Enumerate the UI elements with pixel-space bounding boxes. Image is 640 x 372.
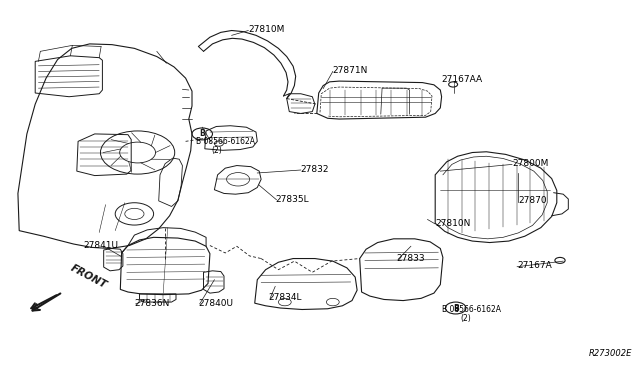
Text: B 08566-6162A: B 08566-6162A <box>196 137 255 146</box>
Text: R273002E: R273002E <box>589 349 632 358</box>
Text: 27833: 27833 <box>397 254 426 263</box>
Text: 27840U: 27840U <box>198 299 234 308</box>
Text: 27810N: 27810N <box>435 219 470 228</box>
Text: 27870: 27870 <box>518 196 547 205</box>
Text: 27167AA: 27167AA <box>442 76 483 84</box>
Text: B 08566-6162A: B 08566-6162A <box>442 305 500 314</box>
Text: 27871N: 27871N <box>333 66 368 75</box>
Text: 27832: 27832 <box>301 165 330 174</box>
Text: FRONT: FRONT <box>69 263 109 290</box>
Text: 27841U: 27841U <box>83 241 118 250</box>
Text: B: B <box>200 129 205 138</box>
Text: 27836N: 27836N <box>134 299 170 308</box>
Text: B: B <box>453 304 458 312</box>
Text: 27167A: 27167A <box>517 262 552 270</box>
Text: 27834L: 27834L <box>269 293 302 302</box>
Text: (2): (2) <box>461 314 472 323</box>
Text: 27800M: 27800M <box>512 159 548 168</box>
Text: (2): (2) <box>211 146 222 155</box>
Text: 27810M: 27810M <box>248 25 285 34</box>
Text: 27835L: 27835L <box>275 195 309 203</box>
